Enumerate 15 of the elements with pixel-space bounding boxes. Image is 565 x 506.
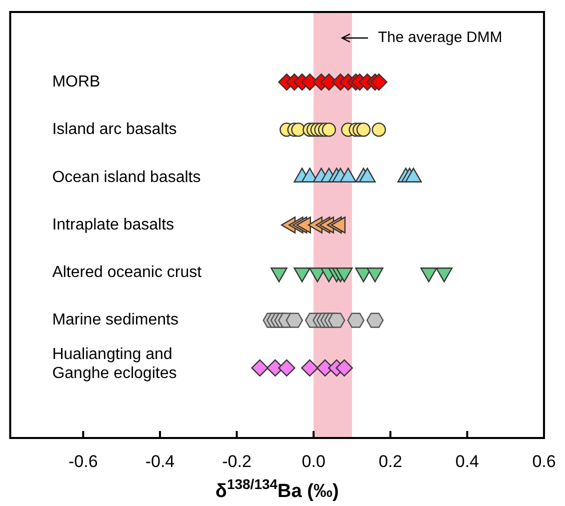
x-tick-label: -0.6: [68, 452, 98, 471]
y-tick-label: Altered oceanic crust: [52, 264, 202, 282]
y-tick-label: MORB: [52, 73, 100, 90]
x-tick-label: -0.2: [222, 452, 252, 471]
y-tick-label: Island arc basalts: [52, 121, 177, 138]
text: The average DMM: [378, 29, 502, 46]
y-tick-label: Hualiangting and Ganghe eclogites: [52, 346, 177, 382]
y-tick-label: Marine sediments: [52, 312, 178, 329]
x-tick-label: 0.0: [302, 452, 326, 471]
x-tick-label: 0.6: [532, 452, 556, 471]
x-tick-label: -0.4: [145, 452, 175, 471]
x-tick-label: 0.2: [378, 452, 402, 471]
y-tick-label: Intraplate basalts: [52, 216, 174, 234]
x-tick-label: 0.4: [455, 452, 480, 471]
y-tick-label: Ocean island basalts: [52, 168, 201, 186]
